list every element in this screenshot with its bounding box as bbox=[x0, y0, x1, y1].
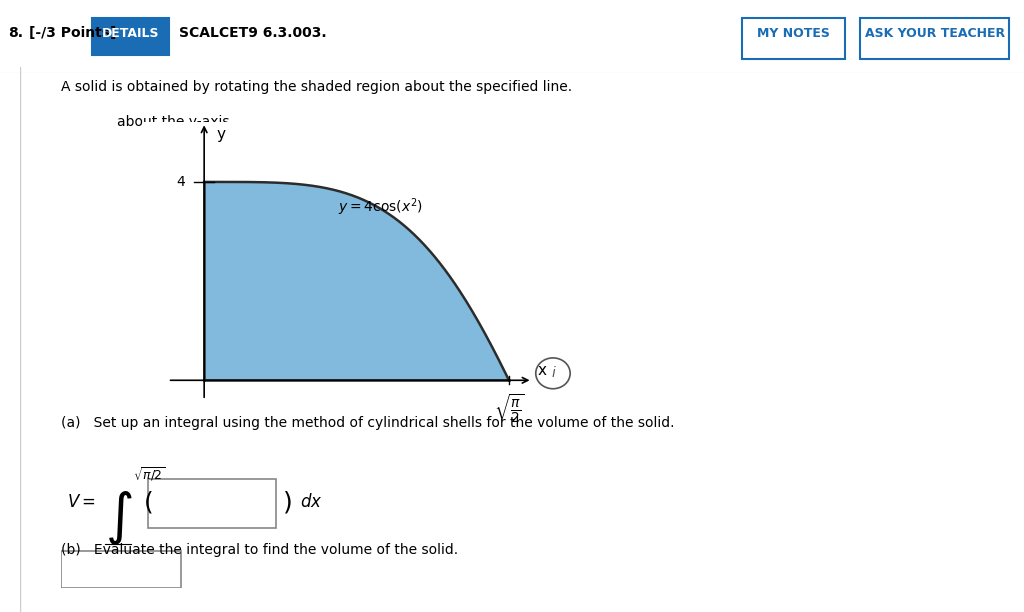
Text: i: i bbox=[551, 367, 555, 380]
Text: [-/3 Points]: [-/3 Points] bbox=[29, 26, 116, 40]
Text: $)$: $)$ bbox=[282, 489, 291, 515]
Text: $\int$: $\int$ bbox=[105, 489, 132, 547]
Text: SCALCET9 6.3.003.: SCALCET9 6.3.003. bbox=[179, 26, 327, 40]
FancyBboxPatch shape bbox=[742, 18, 845, 59]
Text: $\sqrt{\pi/2}$: $\sqrt{\pi/2}$ bbox=[133, 465, 165, 483]
Text: (a)   Set up an integral using the method of cylindrical shells for the volume o: (a) Set up an integral using the method … bbox=[61, 416, 675, 430]
FancyBboxPatch shape bbox=[860, 18, 1009, 59]
Text: x: x bbox=[538, 363, 547, 378]
Text: $y = 4\cos(x^2)$: $y = 4\cos(x^2)$ bbox=[338, 196, 423, 217]
Text: (b)   Evaluate the integral to find the volume of the solid.: (b) Evaluate the integral to find the vo… bbox=[61, 543, 459, 558]
Text: A solid is obtained by rotating the shaded region about the specified line.: A solid is obtained by rotating the shad… bbox=[61, 80, 572, 94]
FancyBboxPatch shape bbox=[148, 479, 276, 528]
Text: 8.: 8. bbox=[8, 26, 24, 40]
Text: about the y-axis: about the y-axis bbox=[117, 114, 229, 129]
Text: DETAILS: DETAILS bbox=[102, 26, 160, 40]
Text: $\sqrt{\dfrac{\pi}{2}}$: $\sqrt{\dfrac{\pi}{2}}$ bbox=[494, 393, 524, 425]
Text: $dx$: $dx$ bbox=[300, 493, 323, 511]
Text: $($: $($ bbox=[143, 489, 153, 515]
FancyBboxPatch shape bbox=[61, 551, 181, 588]
Text: MY NOTES: MY NOTES bbox=[757, 26, 830, 40]
Text: y: y bbox=[216, 127, 225, 143]
Text: 4: 4 bbox=[176, 175, 184, 189]
FancyBboxPatch shape bbox=[92, 18, 169, 55]
Text: $V =$: $V =$ bbox=[67, 493, 95, 511]
Text: ASK YOUR TEACHER: ASK YOUR TEACHER bbox=[865, 26, 1005, 40]
